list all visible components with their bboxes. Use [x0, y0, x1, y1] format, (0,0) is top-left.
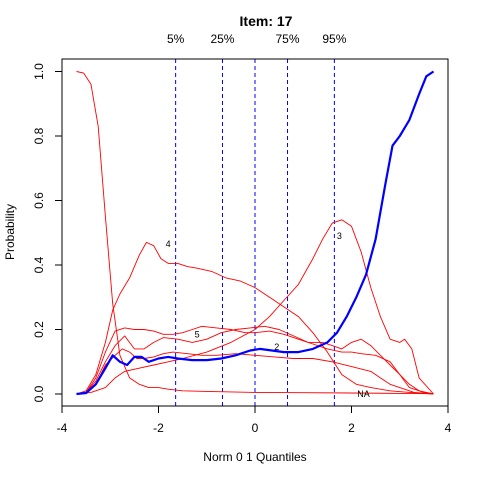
curve-label: 5 [195, 329, 200, 339]
curve-label: NA [357, 389, 370, 399]
option-curve [76, 71, 434, 395]
curve-label: 2 [274, 342, 279, 352]
option-curve [76, 325, 434, 395]
quantile-label: 5% [167, 32, 185, 46]
y-tick-label: 0.2 [32, 321, 46, 338]
curve-labels: 2 3 4 5 NA [166, 231, 370, 399]
y-tick-label: 0.6 [32, 192, 46, 209]
x-tick-label: 4 [445, 421, 452, 435]
x-axis: -4 -2 0 2 4 [57, 406, 452, 435]
quantile-label: 25% [210, 32, 234, 46]
option-curve [76, 325, 434, 395]
x-tick-label: 2 [348, 421, 355, 435]
quantile-lines: 5% 25% 75% 95% [167, 32, 347, 406]
option-curve [76, 241, 434, 395]
y-tick-label: 0.0 [32, 385, 46, 402]
quantile-label: 75% [276, 32, 300, 46]
y-axis: 0.0 0.2 0.4 0.6 0.8 1.0 [32, 63, 62, 402]
curve-label: 3 [337, 231, 342, 241]
quantile-label: 95% [322, 32, 346, 46]
curves [76, 70, 435, 396]
chart-title: Item: 17 [240, 13, 293, 29]
x-tick-label: -2 [153, 421, 164, 435]
x-tick-label: 0 [252, 421, 259, 435]
curve-label: 4 [166, 239, 171, 249]
y-axis-title: Probability [3, 204, 17, 260]
option-curve [76, 219, 434, 395]
y-tick-label: 0.8 [32, 127, 46, 144]
option-curve [76, 348, 434, 395]
y-tick-label: 1.0 [32, 63, 46, 80]
expected-score-curve [76, 70, 435, 396]
y-tick-label: 0.4 [32, 256, 46, 273]
x-axis-title: Norm 0 1 Quantiles [203, 450, 306, 464]
x-tick-label: -4 [57, 421, 68, 435]
